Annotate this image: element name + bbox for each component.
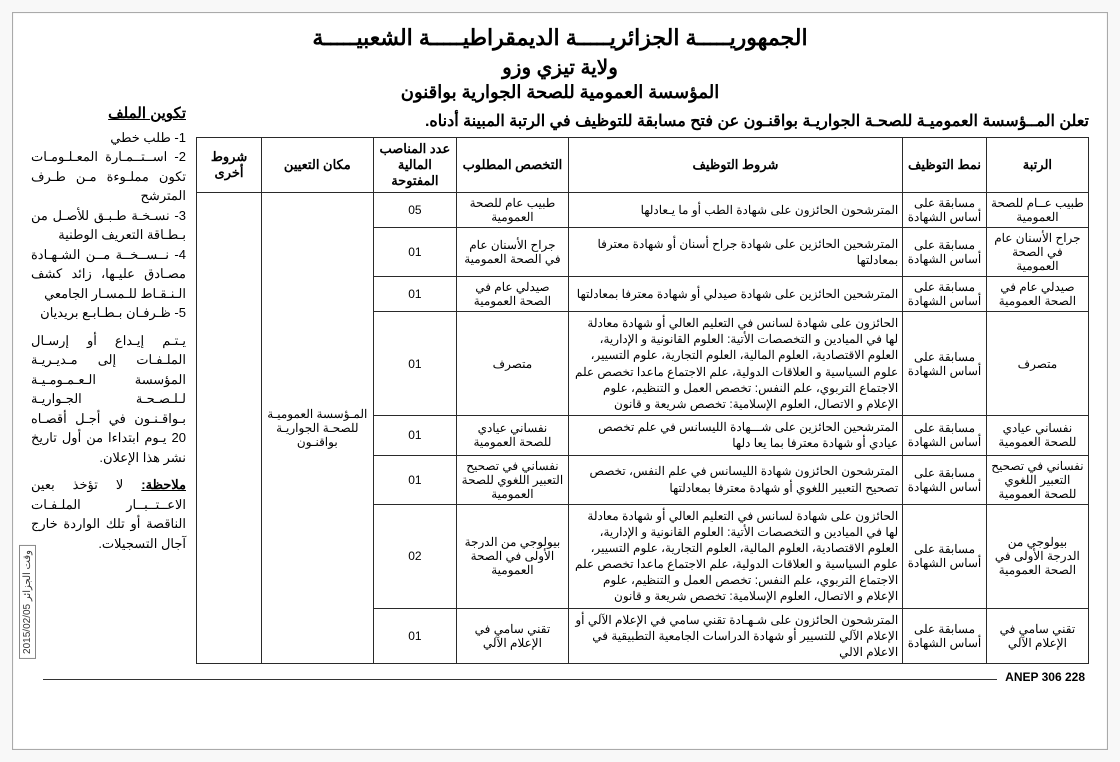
- cell-conditions: الحائزون على شهادة لسانس في التعليم العا…: [568, 312, 903, 416]
- col-conditions: شروط التوظيف: [568, 138, 903, 193]
- anep-code: ANEP 306 228: [1005, 670, 1085, 684]
- dossier-title: تكوين الملف: [31, 103, 186, 126]
- cell-other: [197, 193, 262, 664]
- cell-conditions: المترشحين الحائزين على شهادة جراح أسنان …: [568, 228, 903, 277]
- cell-specialty: طبيب عام للصحة العمومية: [457, 193, 569, 228]
- cell-num: 02: [373, 504, 457, 608]
- cell-mode: مسابقة على أساس الشهادة: [903, 277, 987, 312]
- cell-conditions: المترشحين الحائزين على شـــهادة الليسانس…: [568, 416, 903, 455]
- cell-num: 01: [373, 416, 457, 455]
- col-specialty: التخصص المطلوب: [457, 138, 569, 193]
- cell-specialty: جراح الأسنان عام في الصحة العمومية: [457, 228, 569, 277]
- cell-num: 05: [373, 193, 457, 228]
- header-institution: المؤسسة العمومية للصحة الجوارية بواقنون: [31, 82, 1089, 103]
- cell-specialty: تقني سامي في الإعلام الآلي: [457, 608, 569, 664]
- cell-conditions: المترشحون الحائزون على شهادة الطب أو ما …: [568, 193, 903, 228]
- content-row: تعلن المــؤسسة العموميـة للصحـة الجواريـ…: [31, 103, 1089, 664]
- footer-rule: [43, 679, 997, 680]
- cell-rank: بيولوجي من الدرجة الأولى في الصحة العموم…: [986, 504, 1088, 608]
- table-row: طبيب عــام للصحة العموميةمسابقة على أساس…: [197, 193, 1089, 228]
- header-wilaya: ولاية تيزي وزو: [31, 55, 1089, 80]
- cell-num: 01: [373, 608, 457, 664]
- cell-specialty: متصرف: [457, 312, 569, 416]
- dossier-item: 5- ظـرفـان بـطـابـع بريديان: [31, 303, 186, 323]
- cell-conditions: المترشحون الحائزون شهادة الليسانس في علم…: [568, 455, 903, 504]
- note-label: ملاحظة:: [141, 477, 186, 492]
- recruitment-table: الرتبة نمط التوظيف شروط التوظيف التخصص ا…: [196, 137, 1089, 664]
- side-column: تكوين الملف 1- طلب خطي2- اســتــمـارة ال…: [31, 103, 186, 664]
- cell-conditions: المترشحون الحائزون على شـهـادة تقني سامي…: [568, 608, 903, 664]
- dossier-items: 1- طلب خطي2- اســتــمـارة المعـلـومـات ت…: [31, 128, 186, 323]
- col-place: مكان التعيين: [262, 138, 374, 193]
- dossier-item: 3- نسـخـة طـبـق للأصـل من بـطـاقة التعري…: [31, 206, 186, 245]
- note-block: ملاحظة: لا تؤخذ بعين الاعــتــبــار المل…: [31, 475, 186, 553]
- cell-mode: مسابقة على أساس الشهادة: [903, 312, 987, 416]
- table-body: طبيب عــام للصحة العموميةمسابقة على أساس…: [197, 193, 1089, 664]
- main-column: تعلن المــؤسسة العموميـة للصحـة الجواريـ…: [196, 103, 1089, 664]
- dossier-item: 1- طلب خطي: [31, 128, 186, 148]
- cell-mode: مسابقة على أساس الشهادة: [903, 193, 987, 228]
- col-rank: الرتبة: [986, 138, 1088, 193]
- cell-num: 01: [373, 455, 457, 504]
- cell-mode: مسابقة على أساس الشهادة: [903, 504, 987, 608]
- cell-specialty: نفساني عيادي للصحة العمومية: [457, 416, 569, 455]
- col-num-posts: عدد المناصب المالية المفتوحة: [373, 138, 457, 193]
- table-header-row: الرتبة نمط التوظيف شروط التوظيف التخصص ا…: [197, 138, 1089, 193]
- cell-mode: مسابقة على أساس الشهادة: [903, 455, 987, 504]
- cell-rank: نفساني عيادي للصحة العمومية: [986, 416, 1088, 455]
- cell-place: المـؤسسة العموميـة للصحـة الجواريـة بواق…: [262, 193, 374, 664]
- document-page: الجمهوريـــــة الجزائريـــــة الديمقراطي…: [12, 12, 1108, 750]
- cell-rank: صيدلي عام في الصحة العمومية: [986, 277, 1088, 312]
- cell-rank: جراح الأسنان عام في الصحة العمومية: [986, 228, 1088, 277]
- header-republic: الجمهوريـــــة الجزائريـــــة الديمقراطي…: [31, 25, 1089, 51]
- cell-rank: متصرف: [986, 312, 1088, 416]
- cell-num: 01: [373, 228, 457, 277]
- cell-specialty: بيولوجي من الدرجة الأولى في الصحة العموم…: [457, 504, 569, 608]
- announcement-text: تعلن المــؤسسة العموميـة للصحـة الجواريـ…: [196, 111, 1089, 131]
- document-header: الجمهوريـــــة الجزائريـــــة الديمقراطي…: [31, 25, 1089, 103]
- dossier-block: تكوين الملف 1- طلب خطي2- اســتــمـارة ال…: [31, 103, 186, 323]
- cell-rank: طبيب عــام للصحة العمومية: [986, 193, 1088, 228]
- cell-num: 01: [373, 277, 457, 312]
- document-footer: ANEP 306 228: [31, 670, 1089, 684]
- cell-mode: مسابقة على أساس الشهادة: [903, 228, 987, 277]
- cell-conditions: المترشحين الحائزين على شهادة صيدلي أو شه…: [568, 277, 903, 312]
- col-other: شروط أخرى: [197, 138, 262, 193]
- cell-conditions: الحائزون على شهادة لسانس في التعليم العا…: [568, 504, 903, 608]
- deposit-block: يـتـم إيـداع أو إرسـال الملـفـات إلى مـد…: [31, 331, 186, 468]
- cell-mode: مسابقة على أساس الشهادة: [903, 416, 987, 455]
- dossier-item: 2- اســتــمـارة المعـلـومـات تكون مملـوء…: [31, 147, 186, 206]
- dossier-item: 4- نــســخــة مــن الشـهـادة مصـادق عليـ…: [31, 245, 186, 304]
- cell-specialty: نفساني في تصحيح التعبير اللغوي للصحة الع…: [457, 455, 569, 504]
- cell-rank: تقني سامي في الإعلام الآلي: [986, 608, 1088, 664]
- col-mode: نمط التوظيف: [903, 138, 987, 193]
- cell-specialty: صيدلي عام في الصحة العمومية: [457, 277, 569, 312]
- cell-num: 01: [373, 312, 457, 416]
- cell-rank: نفساني في تصحيح التعبير اللغوي للصحة الع…: [986, 455, 1088, 504]
- cell-mode: مسابقة على أساس الشهادة: [903, 608, 987, 664]
- date-stamp: وقت الجزائر 2015/02/05: [19, 545, 36, 659]
